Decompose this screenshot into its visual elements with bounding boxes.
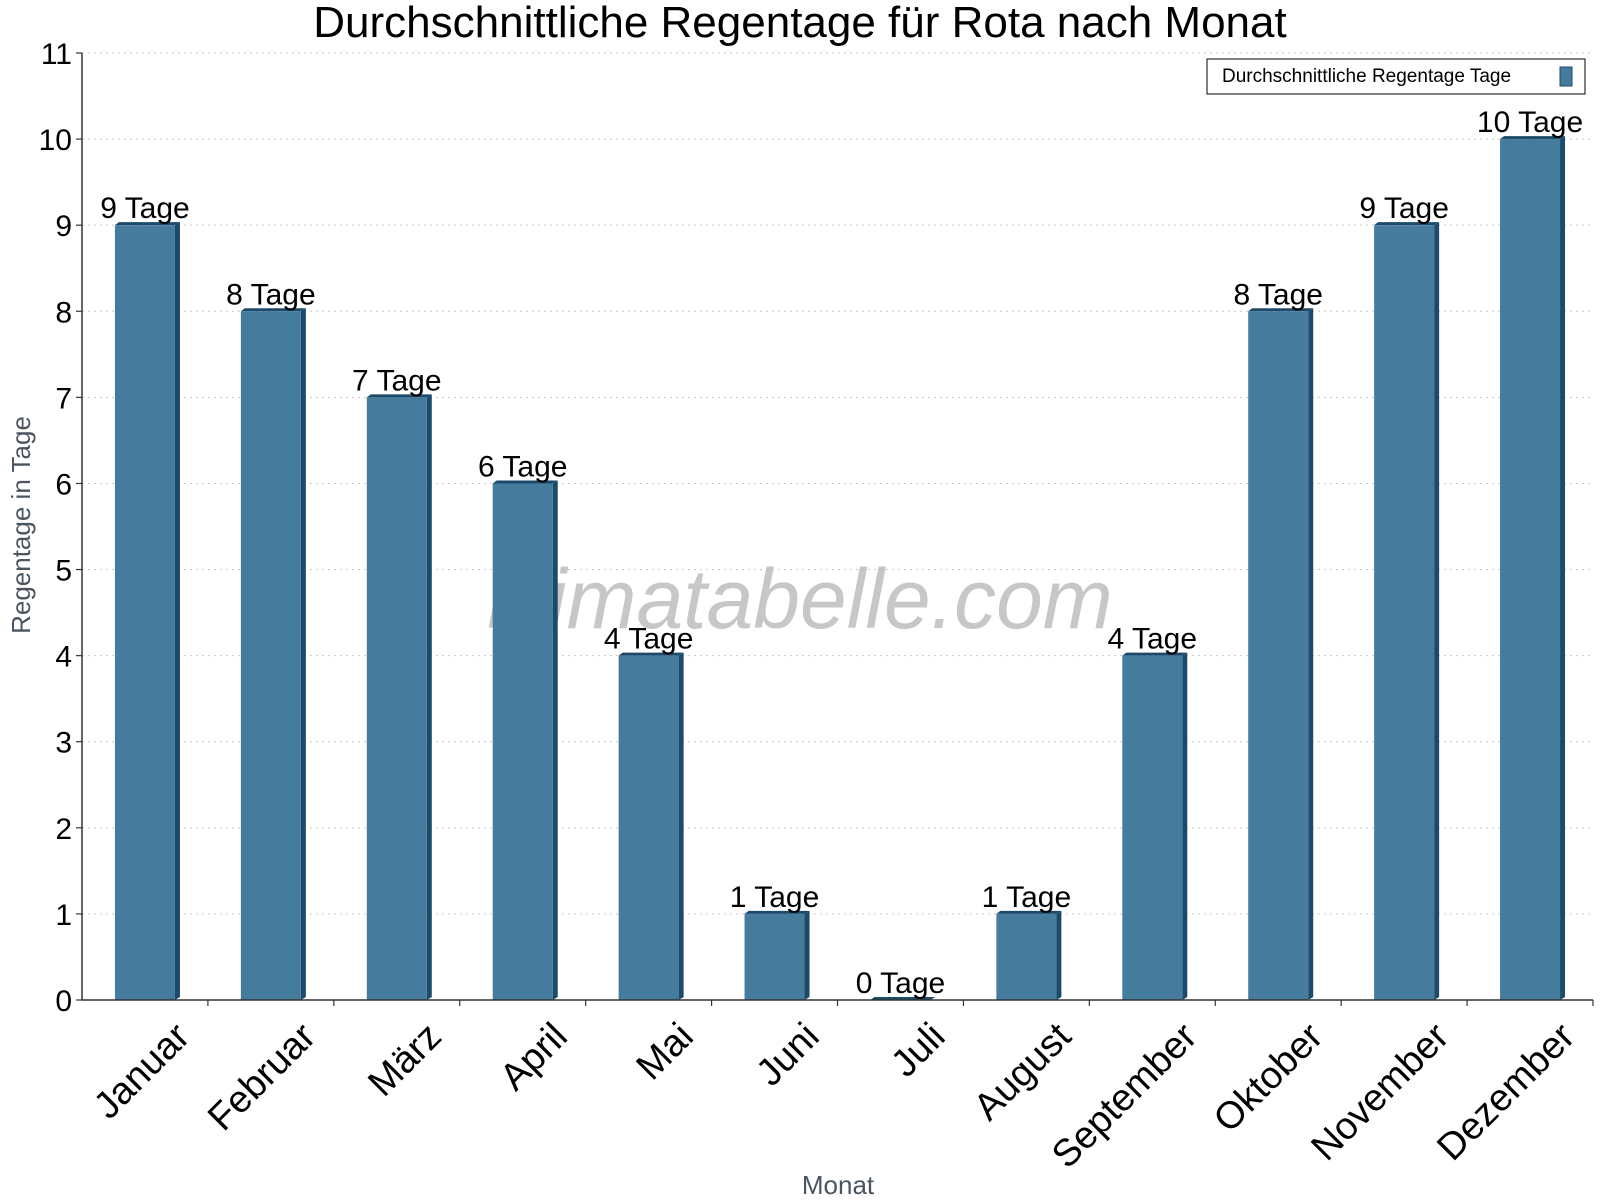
bar-face: [618, 655, 679, 1000]
y-tick-label: 0: [55, 985, 72, 1018]
y-tick-label: 4: [55, 641, 72, 674]
data-label: 10 Tage: [1477, 106, 1583, 139]
bar: [996, 910, 1062, 1000]
data-label: 7 Tage: [352, 364, 442, 397]
bar: [492, 480, 558, 1000]
bar-side: [1560, 136, 1566, 1000]
bar: [366, 394, 432, 1000]
bar-side: [300, 308, 306, 1001]
bar-series: 9 Tage 8 Tage 7 Tage 6 Tage 4 Tage 1 Tage 0 Ta…: [100, 106, 1583, 1001]
legend-label: Durchschnittliche Regentage Tage: [1222, 66, 1511, 87]
y-tick-label: 3: [55, 727, 72, 760]
y-tick-label: 7: [55, 382, 72, 415]
bar: [1122, 652, 1188, 1000]
bar: [240, 308, 306, 1001]
x-tick-label: Oktober: [1206, 1015, 1332, 1141]
chart-title: Durchschnittliche Regentage für Rota nac…: [313, 0, 1286, 47]
y-tick-label: 2: [55, 813, 72, 846]
y-tick-label: 10: [39, 124, 72, 157]
x-tick-label: August: [966, 1015, 1080, 1129]
y-tick-label: 8: [55, 296, 72, 329]
bar: [1374, 222, 1440, 1000]
bar: [744, 910, 810, 1000]
data-label: 6 Tage: [478, 450, 568, 483]
y-axis-ticks: 0 1 2 3 4 5 6 7 8 9 10 11: [39, 38, 82, 1018]
data-label: 9 Tage: [1359, 192, 1449, 225]
bar-side: [1056, 910, 1062, 1000]
y-axis-title: Regentage in Tage: [6, 416, 36, 634]
x-tick-label: Januar: [86, 1015, 198, 1127]
legend-swatch: [1559, 66, 1573, 87]
bar-top: [618, 652, 684, 656]
data-label: 4 Tage: [1108, 623, 1198, 656]
bar-top: [1374, 222, 1440, 226]
data-label: 8 Tage: [226, 278, 316, 311]
y-tick-label: 11: [41, 38, 72, 71]
watermark-text: klimatabelle.com: [487, 552, 1113, 646]
x-tick-label: Mai: [629, 1015, 702, 1088]
data-label: 9 Tage: [100, 192, 190, 225]
bar-side: [1434, 222, 1440, 1000]
bar: [1500, 136, 1566, 1000]
bar: [1248, 308, 1314, 1001]
bar-face: [1248, 311, 1309, 1001]
bar-side: [678, 652, 684, 1000]
y-tick-label: 9: [55, 210, 72, 243]
bar-top: [114, 222, 180, 226]
data-label: 1 Tage: [730, 881, 820, 914]
bar-side: [1308, 308, 1314, 1001]
bar-face: [240, 311, 301, 1001]
bar-top: [996, 910, 1062, 914]
bar-top: [1122, 652, 1188, 656]
legend-box: [1206, 58, 1586, 95]
y-tick-label: 6: [55, 468, 72, 501]
bar-side: [1182, 652, 1188, 1000]
bar-side: [804, 910, 810, 1000]
bar-face: [744, 913, 805, 1000]
x-axis-title: Monat: [802, 1170, 875, 1200]
bar: [114, 222, 180, 1000]
x-tick-label: Juni: [749, 1015, 828, 1094]
bar-face: [996, 913, 1057, 1000]
bar-face: [1122, 655, 1183, 1000]
bar-side: [426, 394, 432, 1000]
bar-face: [1374, 225, 1435, 1000]
y-tick-label: 1: [55, 899, 72, 932]
x-tick-label: März: [360, 1015, 449, 1104]
bar-top: [1500, 136, 1566, 140]
bar-side: [552, 480, 558, 1000]
bar-top: [240, 308, 306, 312]
x-tick-label: Juli: [883, 1015, 953, 1085]
x-tick-label: November: [1304, 1015, 1458, 1169]
bar-face: [366, 397, 427, 1000]
x-tick-label: Dezember: [1429, 1015, 1583, 1169]
bar-top: [492, 480, 558, 484]
bar-top: [1248, 308, 1314, 312]
grid-lines: [82, 52, 1593, 915]
bar-face: [114, 225, 175, 1000]
x-tick-label: Februar: [200, 1015, 324, 1139]
data-label: 0 Tage: [856, 967, 946, 1000]
bar-top: [744, 910, 810, 914]
legend: Durchschnittliche Regentage Tage: [1206, 58, 1586, 95]
y-tick-label: 5: [55, 555, 72, 588]
bar: [618, 652, 684, 1000]
data-label: 1 Tage: [982, 881, 1072, 914]
bar-face: [492, 483, 553, 1000]
bar-face: [1500, 139, 1561, 1000]
data-label: 8 Tage: [1233, 278, 1323, 311]
data-label: 4 Tage: [604, 623, 694, 656]
x-axis-ticks: Januar Februar März April Mai Juni Juli AugustS…: [86, 1000, 1594, 1176]
bar-top: [366, 394, 432, 398]
x-tick-label: April: [492, 1015, 575, 1098]
bar-side: [174, 222, 180, 1000]
